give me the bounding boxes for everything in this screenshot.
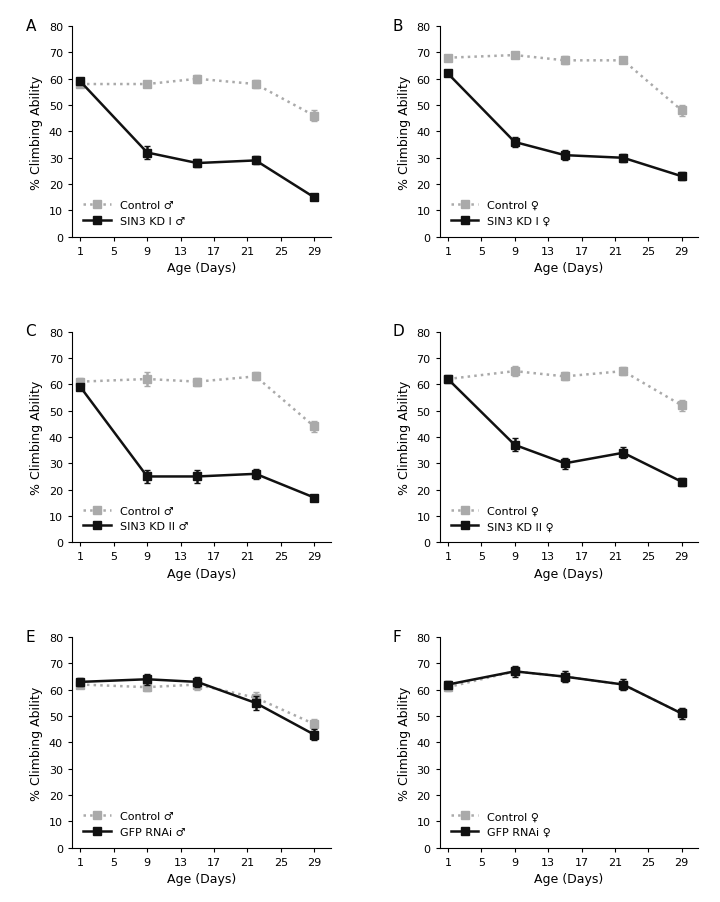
Y-axis label: % Climbing Ability: % Climbing Ability <box>30 75 43 189</box>
Y-axis label: % Climbing Ability: % Climbing Ability <box>398 75 411 189</box>
Text: B: B <box>393 19 403 33</box>
X-axis label: Age (Days): Age (Days) <box>534 567 603 580</box>
Text: A: A <box>25 19 36 33</box>
Legend: Control ♂, SIN3 KD I ♂: Control ♂, SIN3 KD I ♂ <box>78 196 191 232</box>
X-axis label: Age (Days): Age (Days) <box>167 262 236 275</box>
Y-axis label: % Climbing Ability: % Climbing Ability <box>30 686 43 800</box>
Text: D: D <box>393 324 405 339</box>
Legend: Control ♀, SIN3 KD II ♀: Control ♀, SIN3 KD II ♀ <box>445 501 559 538</box>
Legend: Control ♂, GFP RNAi ♂: Control ♂, GFP RNAi ♂ <box>78 805 191 842</box>
Legend: Control ♀, GFP RNAi ♀: Control ♀, GFP RNAi ♀ <box>445 805 557 842</box>
Y-axis label: % Climbing Ability: % Climbing Ability <box>398 686 411 800</box>
Text: F: F <box>393 629 402 644</box>
Text: E: E <box>25 629 35 644</box>
X-axis label: Age (Days): Age (Days) <box>167 872 236 886</box>
Legend: Control ♂, SIN3 KD II ♂: Control ♂, SIN3 KD II ♂ <box>78 501 194 538</box>
Y-axis label: % Climbing Ability: % Climbing Ability <box>30 381 43 494</box>
Legend: Control ♀, SIN3 KD I ♀: Control ♀, SIN3 KD I ♀ <box>445 196 557 232</box>
X-axis label: Age (Days): Age (Days) <box>534 872 603 886</box>
X-axis label: Age (Days): Age (Days) <box>167 567 236 580</box>
Text: C: C <box>25 324 36 339</box>
X-axis label: Age (Days): Age (Days) <box>534 262 603 275</box>
Y-axis label: % Climbing Ability: % Climbing Ability <box>398 381 411 494</box>
